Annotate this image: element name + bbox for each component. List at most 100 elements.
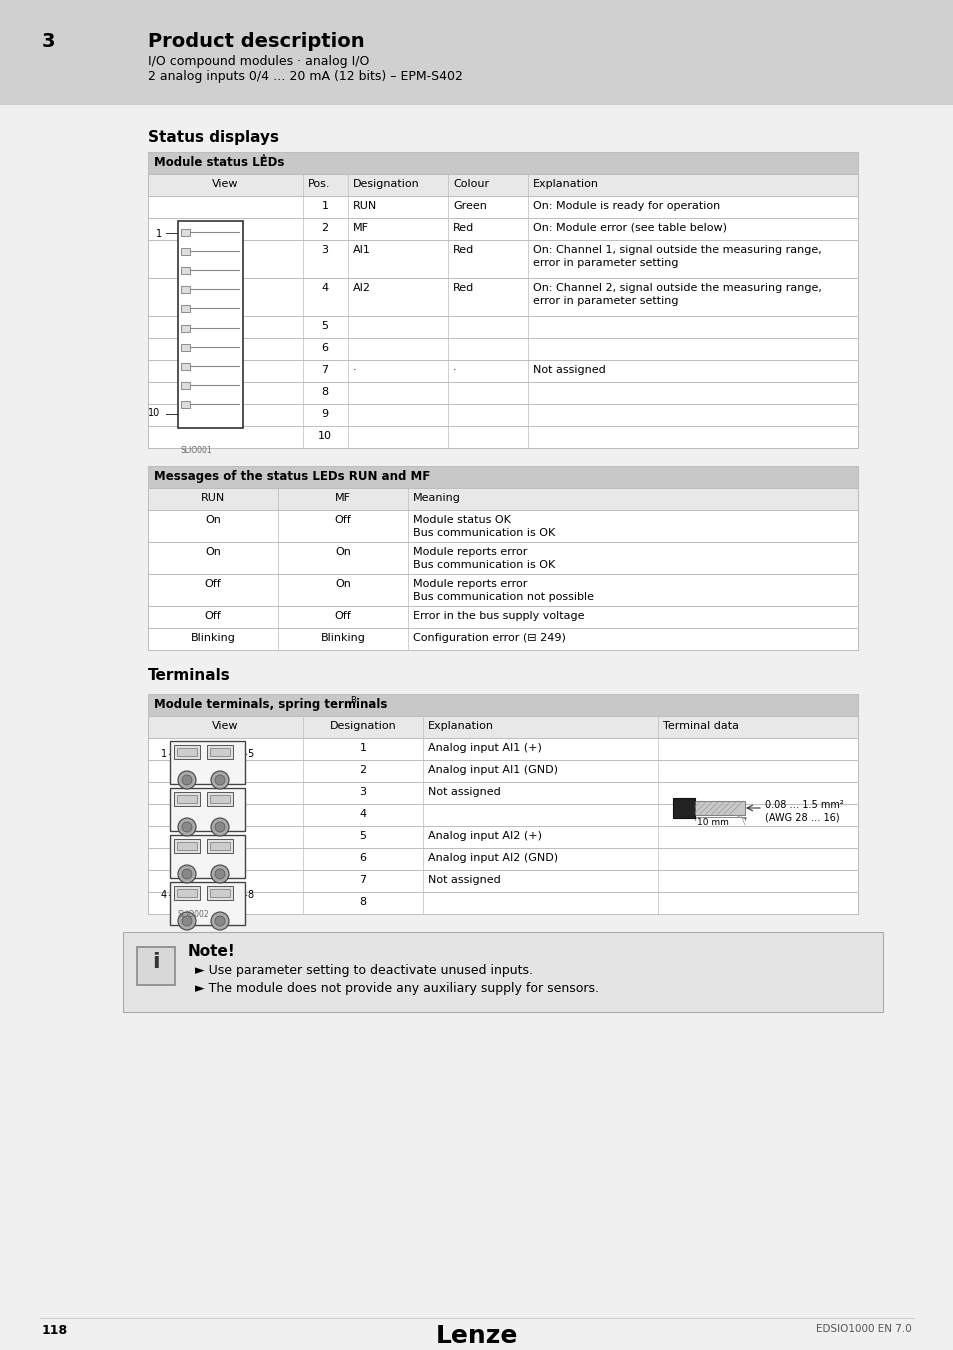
Text: 2: 2 (321, 223, 328, 234)
Bar (207, 886, 233, 900)
Circle shape (211, 865, 229, 883)
Text: Off: Off (204, 612, 221, 621)
Circle shape (211, 913, 229, 930)
Text: Blinking: Blinking (191, 633, 235, 643)
Bar (137, 946, 174, 986)
Text: Explanation: Explanation (533, 180, 598, 189)
Bar (672, 798, 695, 818)
Text: Designation: Designation (353, 180, 419, 189)
Bar (173, 792, 200, 806)
Text: 9: 9 (321, 409, 328, 418)
Text: Analog input AI2 (+): Analog input AI2 (+) (428, 832, 541, 841)
Text: 1: 1 (321, 201, 328, 211)
Text: Bus communication is OK: Bus communication is OK (413, 560, 555, 570)
Bar (173, 838, 200, 853)
Text: error in parameter setting: error in parameter setting (533, 296, 678, 306)
Bar (173, 745, 200, 759)
Text: Not assigned: Not assigned (428, 787, 500, 796)
Text: Pos.: Pos. (308, 180, 330, 189)
Text: On: On (205, 514, 221, 525)
Text: Module terminals, spring terminals: Module terminals, spring terminals (153, 698, 387, 711)
Bar (148, 826, 857, 848)
Bar (148, 782, 857, 805)
Bar (148, 541, 857, 574)
Bar (148, 278, 857, 316)
Bar (148, 510, 857, 541)
Text: RUN: RUN (201, 493, 225, 504)
Bar (170, 836, 245, 878)
Circle shape (182, 775, 192, 784)
Bar (148, 404, 857, 427)
Text: Blinking: Blinking (320, 633, 365, 643)
Text: Designation: Designation (330, 721, 395, 730)
Text: ·: · (453, 364, 456, 375)
Text: AI1: AI1 (353, 244, 371, 255)
Text: 6: 6 (321, 343, 328, 352)
Text: 5: 5 (247, 749, 253, 759)
Bar (148, 760, 857, 782)
Circle shape (178, 818, 195, 836)
Text: 7: 7 (359, 875, 366, 886)
Bar (148, 217, 857, 240)
Text: Bus communication is OK: Bus communication is OK (413, 528, 555, 539)
Bar (148, 694, 857, 716)
Text: B: B (350, 697, 355, 705)
Bar (148, 382, 857, 404)
Text: i: i (152, 952, 160, 972)
Text: View: View (212, 721, 238, 730)
Text: Messages of the status LEDs RUN and MF: Messages of the status LEDs RUN and MF (153, 470, 430, 483)
Text: 10: 10 (148, 408, 160, 418)
Text: 1: 1 (359, 743, 366, 753)
Text: 6: 6 (359, 853, 366, 863)
Bar (148, 869, 857, 892)
Circle shape (211, 771, 229, 788)
Bar (181, 230, 190, 236)
Text: 4: 4 (359, 809, 366, 819)
Text: Analog input AI2 (GND): Analog input AI2 (GND) (428, 853, 558, 863)
Text: Module reports error: Module reports error (413, 579, 527, 589)
Text: View: View (212, 180, 238, 189)
Text: 0.08 … 1.5 mm²: 0.08 … 1.5 mm² (764, 801, 842, 810)
Text: 1: 1 (155, 230, 162, 239)
Circle shape (182, 917, 192, 926)
Text: 3: 3 (321, 244, 328, 255)
Bar (148, 848, 857, 869)
Bar (173, 886, 200, 900)
Text: Product description: Product description (148, 32, 364, 51)
Bar (148, 716, 857, 738)
Text: MF: MF (353, 223, 369, 234)
Bar (210, 748, 230, 756)
Text: 8: 8 (321, 387, 328, 397)
Text: Module reports error: Module reports error (413, 547, 527, 558)
Text: 5: 5 (359, 832, 366, 841)
Bar (0, 0, 953, 105)
Bar (148, 487, 857, 510)
Text: Module status OK: Module status OK (413, 514, 511, 525)
Text: Terminals: Terminals (148, 668, 231, 683)
Bar (148, 892, 857, 914)
Text: Red: Red (453, 244, 474, 255)
Bar (123, 931, 882, 1012)
Bar (170, 788, 245, 832)
Text: 10: 10 (317, 431, 332, 441)
Text: Not assigned: Not assigned (428, 875, 500, 886)
Bar (181, 382, 190, 389)
Text: ► Use parameter setting to deactivate unused inputs.: ► Use parameter setting to deactivate un… (194, 964, 533, 977)
Text: Terminal data: Terminal data (662, 721, 739, 730)
Text: 2 analog inputs 0/4 … 20 mA (12 bits) – EPM-S402: 2 analog inputs 0/4 … 20 mA (12 bits) – … (148, 70, 462, 82)
Text: RUN: RUN (353, 201, 376, 211)
Circle shape (178, 913, 195, 930)
Text: On: Channel 2, signal outside the measuring range,: On: Channel 2, signal outside the measur… (533, 284, 821, 293)
Bar (148, 338, 857, 360)
Text: Off: Off (335, 612, 351, 621)
Text: error in parameter setting: error in parameter setting (533, 258, 678, 269)
Circle shape (214, 822, 225, 832)
Bar (207, 745, 233, 759)
Text: Red: Red (453, 223, 474, 234)
Text: Note!: Note! (188, 944, 235, 958)
Text: 4: 4 (161, 890, 167, 900)
Text: 8: 8 (247, 890, 253, 900)
Bar (178, 221, 243, 428)
Text: Meaning: Meaning (413, 493, 460, 504)
Bar (210, 795, 230, 803)
